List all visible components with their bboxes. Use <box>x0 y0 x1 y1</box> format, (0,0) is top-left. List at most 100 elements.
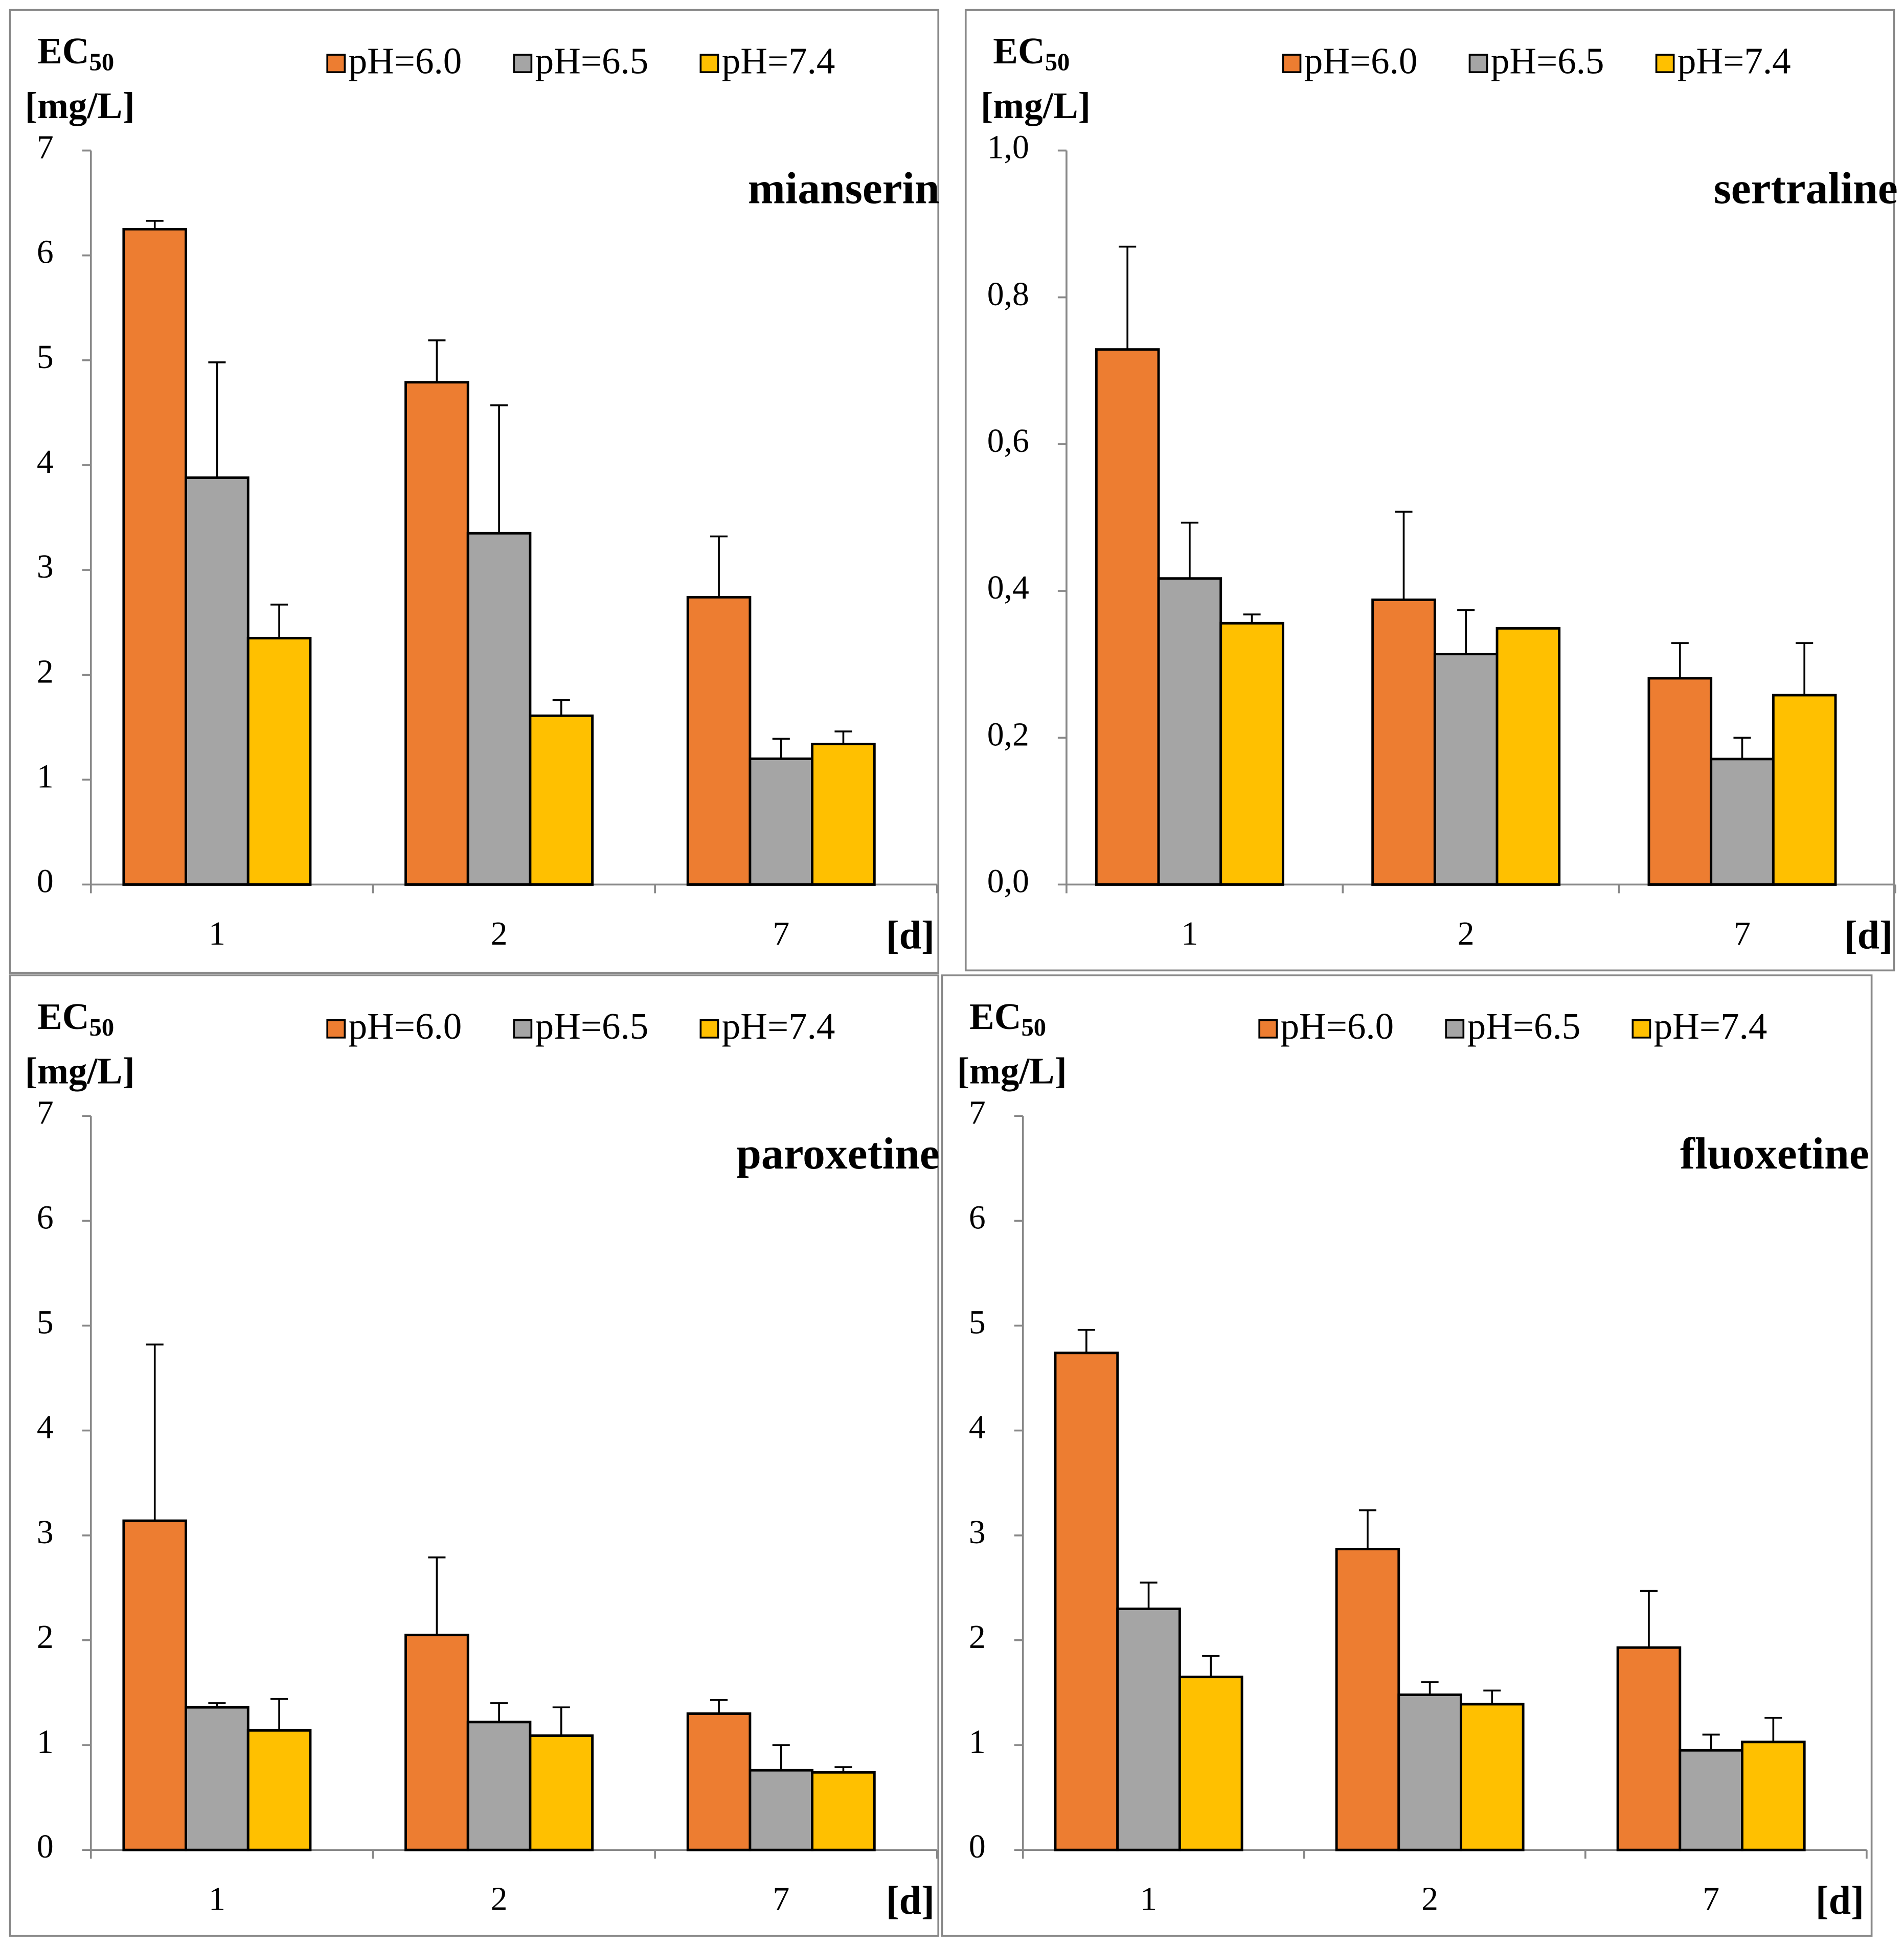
y-tick-label: 1 <box>37 1723 54 1760</box>
bar <box>246 1729 312 1851</box>
y-tick-label: 0,4 <box>987 569 1029 606</box>
chart-panel: 0 1 2 3 4 5 6 7 1 2 7 [d] mianserin EC50 [mg/L] pH=6.0 p… <box>9 9 940 974</box>
legend-label: pH=7.4 <box>1678 40 1791 81</box>
panel-border <box>941 974 1873 1937</box>
x-tick-label: 1 <box>1140 1880 1157 1917</box>
y-axis-unit: [mg/L] <box>25 85 135 126</box>
y-tick-label: 0,0 <box>987 863 1029 900</box>
legend-swatch <box>1282 54 1302 73</box>
legend-label: pH=7.4 <box>722 1005 835 1047</box>
error-bar <box>1140 1582 1158 1609</box>
chart-title: fluoxetine <box>1680 1129 1869 1178</box>
error-bar <box>1119 245 1137 350</box>
error-bar <box>1457 609 1475 654</box>
chart-title: mianserin <box>748 163 940 213</box>
bar <box>466 1721 532 1851</box>
y-tick-label: 6 <box>37 234 54 271</box>
bar <box>529 1734 594 1851</box>
bar <box>1460 1703 1525 1851</box>
legend-label: pH=6.0 <box>1304 40 1418 81</box>
legend-swatch <box>513 1019 533 1039</box>
y-axis-label: EC50 <box>37 996 114 1042</box>
bar <box>1335 1547 1400 1851</box>
x-tick-label: 2 <box>1421 1880 1438 1917</box>
y-tick-label: 2 <box>37 653 54 690</box>
bar <box>185 476 250 886</box>
error-bar <box>428 339 446 382</box>
y-tick-label: 7 <box>969 1094 986 1131</box>
legend-swatch <box>326 1019 346 1039</box>
bar <box>246 636 312 886</box>
y-axis-label: EC50 <box>969 996 1046 1042</box>
panel-border <box>9 974 940 1937</box>
error-bar <box>208 361 226 478</box>
bar <box>1054 1352 1119 1851</box>
y-axis-unit: [mg/L] <box>25 1050 135 1092</box>
x-tick-label: 2 <box>1458 915 1475 952</box>
y-axis-label-text: EC <box>37 996 89 1037</box>
error-bar <box>834 1766 852 1773</box>
legend-label: pH=6.0 <box>1281 1005 1394 1047</box>
error-bar <box>1358 1509 1376 1549</box>
y-tick-label: 1,0 <box>987 129 1029 166</box>
bar <box>1157 577 1222 886</box>
bar <box>811 743 876 886</box>
y-tick-label: 2 <box>969 1618 986 1656</box>
y-tick-label: 6 <box>37 1199 54 1236</box>
legend-swatch <box>1655 54 1675 73</box>
y-tick-label: 2 <box>37 1618 54 1656</box>
error-bar <box>146 220 164 230</box>
chart-panel: 0 1 2 3 4 5 6 7 1 2 7 [d] fluoxetine EC50 [mg/L] pH=6.0… <box>941 974 1873 1937</box>
bar <box>185 1706 250 1851</box>
error-bar <box>772 738 790 759</box>
bar <box>1397 1693 1462 1851</box>
legend-swatch <box>326 54 346 73</box>
y-tick-label: 5 <box>969 1304 986 1341</box>
y-axis-label-subscript: 50 <box>1045 49 1070 76</box>
bar <box>1741 1740 1806 1851</box>
error-bar <box>1421 1681 1439 1695</box>
bar <box>1772 694 1837 886</box>
y-axis-label-subscript: 50 <box>89 49 115 76</box>
y-axis-label-subscript: 50 <box>89 1014 115 1041</box>
bar <box>1433 653 1499 886</box>
bar <box>749 757 814 886</box>
y-tick-label: 0 <box>37 1828 54 1865</box>
legend-swatch <box>513 54 533 73</box>
error-bar <box>1202 1655 1220 1677</box>
bar <box>1710 758 1775 886</box>
bar <box>811 1771 876 1851</box>
bar <box>749 1769 814 1851</box>
y-axis-label: EC50 <box>993 30 1070 76</box>
error-bar <box>772 1744 790 1771</box>
legend-label: pH=7.4 <box>722 40 835 81</box>
legend-label: pH=6.5 <box>1491 40 1604 81</box>
y-tick-label: 4 <box>37 443 54 480</box>
x-axis-label: [d] <box>1844 913 1893 957</box>
error-bar <box>1077 1328 1095 1353</box>
y-tick-label: 3 <box>37 1514 54 1551</box>
bar <box>122 227 187 886</box>
y-tick-label: 0,8 <box>987 276 1029 313</box>
panel-border <box>964 9 1895 972</box>
legend-swatch <box>1468 54 1488 73</box>
y-tick-label: 4 <box>37 1409 54 1446</box>
x-tick-label: 2 <box>491 1880 508 1917</box>
error-bar <box>1181 521 1198 579</box>
y-tick-label: 7 <box>37 1094 54 1131</box>
error-bar <box>270 1698 288 1731</box>
y-tick-label: 4 <box>969 1409 986 1446</box>
x-tick-label: 2 <box>491 915 508 952</box>
x-tick-label: 7 <box>1703 1880 1719 1917</box>
y-tick-label: 5 <box>37 1304 54 1341</box>
panel-border <box>9 9 940 974</box>
legend-swatch <box>1258 1019 1278 1039</box>
error-bar <box>552 1706 570 1736</box>
chart-panel: 0 1 2 3 4 5 6 7 1 2 7 [d] paroxetine EC50 [mg/L] pH=6.0… <box>9 974 940 1937</box>
legend-swatch <box>1445 1019 1465 1039</box>
x-tick-label: 7 <box>773 915 789 952</box>
legend-label: pH=6.0 <box>349 40 462 81</box>
error-bar <box>270 603 288 638</box>
